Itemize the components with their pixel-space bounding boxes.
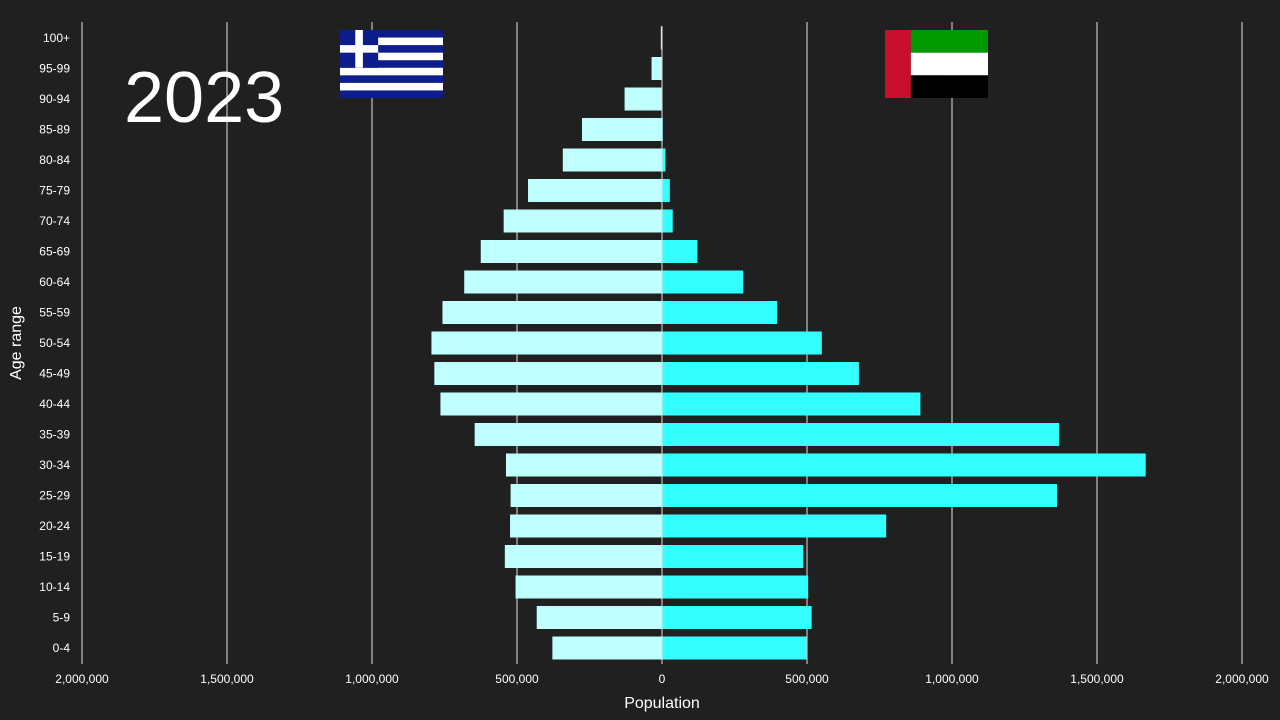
bar-right-55-59 bbox=[662, 301, 778, 324]
bar-left-40-44 bbox=[440, 392, 662, 416]
y-tick-label: 65-69 bbox=[39, 245, 70, 259]
y-tick-label: 95-99 bbox=[39, 62, 70, 76]
y-tick-label: 40-44 bbox=[39, 397, 70, 411]
bar-left-10-14 bbox=[515, 575, 662, 599]
bar-right-70-74 bbox=[662, 209, 673, 233]
bar-left-95-99 bbox=[651, 57, 662, 80]
bar-right-75-79 bbox=[662, 179, 670, 202]
bar-right-10-14 bbox=[662, 575, 809, 599]
x-tick-label: 1,000,000 bbox=[345, 672, 399, 686]
bar-left-30-34 bbox=[505, 453, 662, 477]
bar-left-20-24 bbox=[510, 514, 662, 538]
bar-left-45-49 bbox=[434, 362, 662, 385]
bar-right-15-19 bbox=[662, 545, 804, 568]
bar-left-100+ bbox=[660, 26, 662, 50]
x-tick-label: 500,000 bbox=[495, 672, 539, 686]
x-tick-labels: 2,000,000 1,500,000 1,000,000 500,000 0 500,0… bbox=[55, 672, 1269, 686]
bar-left-75-79 bbox=[528, 179, 662, 202]
x-tick-label: 500,000 bbox=[785, 672, 829, 686]
y-tick-label: 55-59 bbox=[39, 306, 70, 320]
y-tick-label: 75-79 bbox=[39, 184, 70, 198]
bar-left-55-59 bbox=[442, 301, 662, 324]
bar-left-65-69 bbox=[480, 240, 662, 263]
bar-left-35-39 bbox=[474, 423, 662, 446]
x-tick-label: 2,000,000 bbox=[55, 672, 109, 686]
y-tick-label: 5-9 bbox=[53, 611, 71, 625]
bar-right-45-49 bbox=[662, 362, 859, 385]
bar-left-85-89 bbox=[581, 118, 662, 141]
y-tick-label: 25-29 bbox=[39, 489, 70, 503]
y-tick-label: 10-14 bbox=[39, 580, 70, 594]
bar-left-5-9 bbox=[536, 606, 662, 629]
y-tick-label: 15-19 bbox=[39, 550, 70, 564]
greece-flag bbox=[340, 30, 443, 98]
y-tick-label: 80-84 bbox=[39, 153, 70, 167]
y-tick-label: 45-49 bbox=[39, 367, 70, 381]
bar-right-40-44 bbox=[662, 392, 921, 416]
y-tick-label: 90-94 bbox=[39, 92, 70, 106]
x-axis-label: Population bbox=[624, 695, 700, 712]
y-tick-label: 70-74 bbox=[39, 214, 70, 228]
bar-right-25-29 bbox=[662, 484, 1057, 507]
x-tick-label: 1,000,000 bbox=[925, 672, 979, 686]
bar-right-35-39 bbox=[662, 423, 1060, 446]
y-tick-label: 60-64 bbox=[39, 275, 70, 289]
bar-left-80-84 bbox=[562, 148, 662, 172]
bar-right-60-64 bbox=[662, 270, 744, 294]
bar-left-60-64 bbox=[464, 270, 662, 294]
bar-left-0-4 bbox=[552, 636, 662, 660]
bar-left-15-19 bbox=[504, 545, 662, 568]
y-tick-label: 20-24 bbox=[39, 519, 70, 533]
y-tick-label: 50-54 bbox=[39, 336, 70, 350]
bar-left-25-29 bbox=[510, 484, 662, 507]
y-tick-labels: 0-4 5-9 10-14 15-19 20-24 25-29 30-34 35-39 40-4… bbox=[39, 31, 70, 655]
y-tick-label: 30-34 bbox=[39, 458, 70, 472]
x-tick-label: 0 bbox=[659, 672, 666, 686]
bar-right-50-54 bbox=[662, 331, 822, 355]
bar-right-65-69 bbox=[662, 240, 698, 263]
bar-left-50-54 bbox=[431, 331, 662, 355]
bar-left-70-74 bbox=[503, 209, 662, 233]
bar-right-80-84 bbox=[662, 148, 666, 172]
bar-right-5-9 bbox=[662, 606, 812, 629]
y-tick-label: 100+ bbox=[43, 31, 70, 45]
bar-right-30-34 bbox=[662, 453, 1146, 477]
y-axis-label: Age range bbox=[8, 306, 25, 380]
x-tick-label: 2,000,000 bbox=[1215, 672, 1269, 686]
bar-left-90-94 bbox=[624, 87, 662, 111]
y-tick-label: 35-39 bbox=[39, 428, 70, 442]
bars bbox=[431, 26, 1146, 664]
x-tick-label: 1,500,000 bbox=[200, 672, 254, 686]
year-label: 2023 bbox=[124, 58, 285, 138]
bar-right-0-4 bbox=[662, 636, 807, 660]
bar-right-20-24 bbox=[662, 514, 887, 538]
y-tick-label: 85-89 bbox=[39, 123, 70, 137]
x-tick-label: 1,500,000 bbox=[1070, 672, 1124, 686]
y-tick-label: 0-4 bbox=[53, 641, 71, 655]
uae-flag bbox=[885, 30, 988, 98]
